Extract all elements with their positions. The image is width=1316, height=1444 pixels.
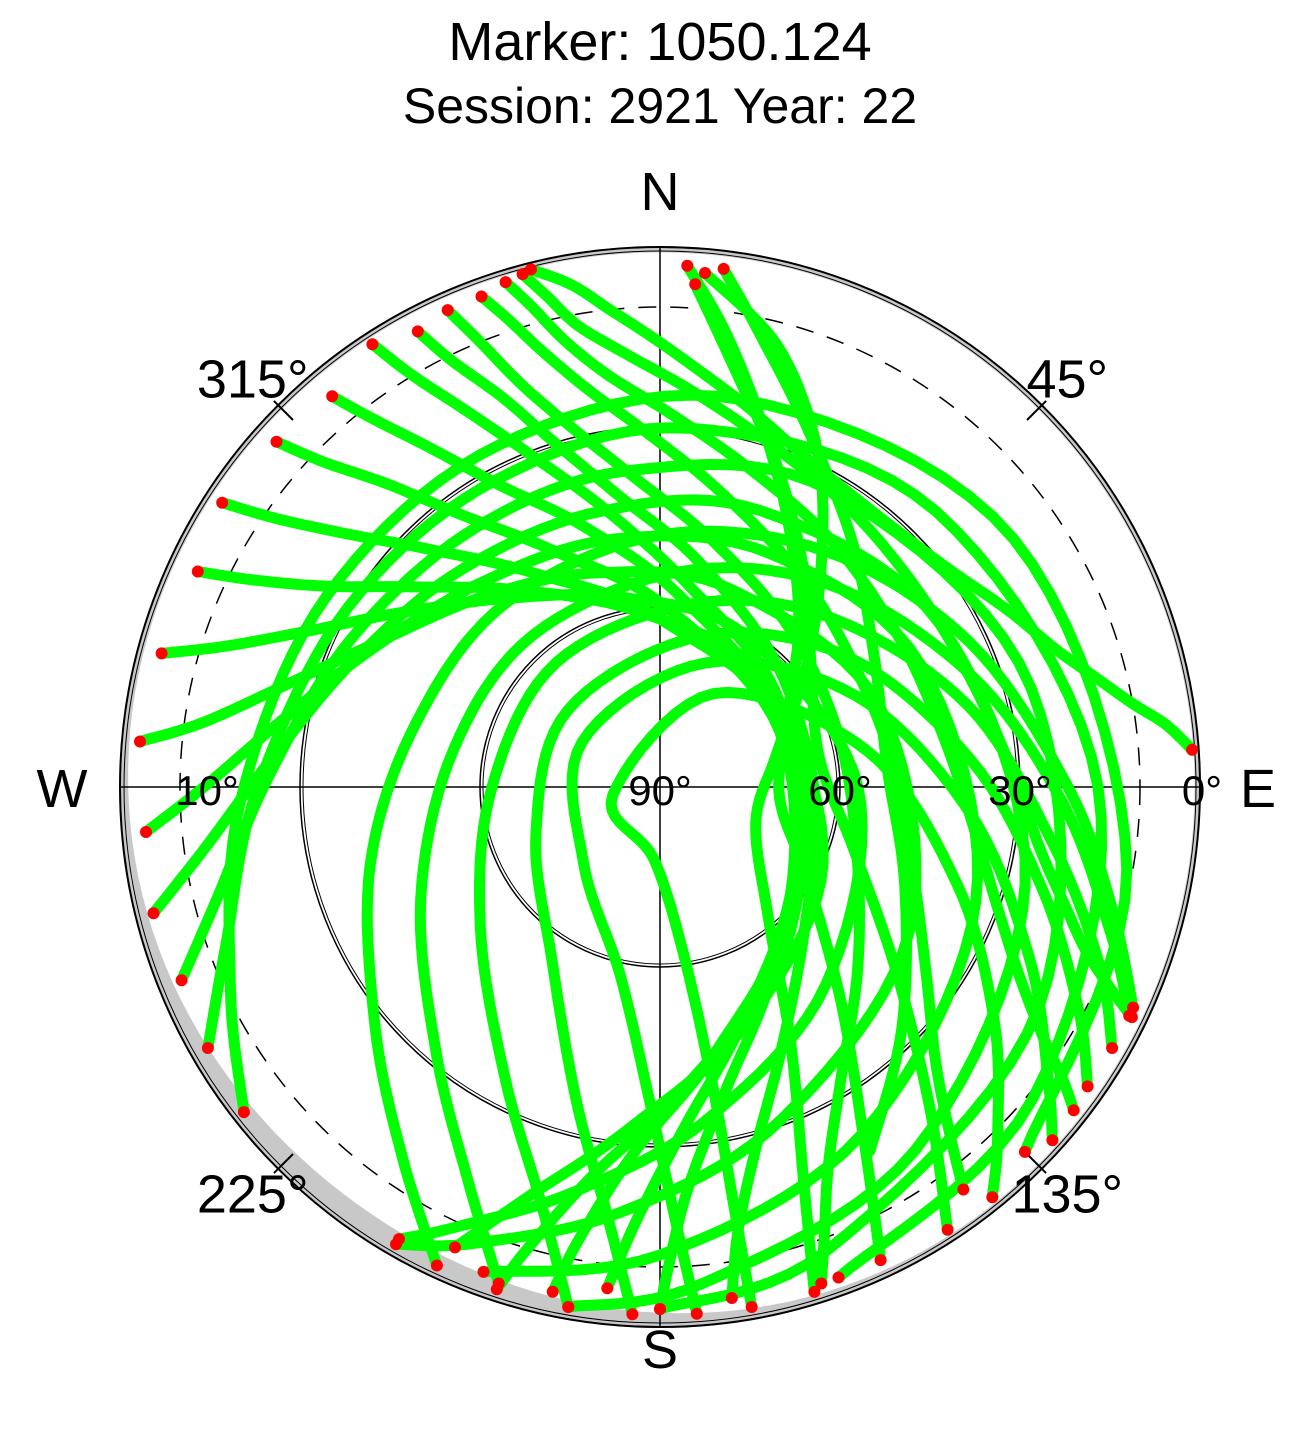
track-22 [530,627,1094,1320]
track-22-start-marker [626,1308,639,1321]
track-23-end-marker [1046,1134,1059,1147]
track-17 [202,422,1107,1283]
track-25-end-marker [699,267,711,279]
track-5-start-marker [441,304,454,317]
track-9-start-marker [270,435,283,448]
azimuth-label-45: 45° [1026,350,1108,410]
track-4 [476,291,969,1195]
azimuth-label-315: 315° [197,350,309,410]
track-2-start-marker [516,268,529,281]
track-24 [605,686,1005,1313]
elevation-label-10: 10° [175,767,239,814]
track-13-start-marker [134,735,146,748]
track-18-end-marker [1018,1145,1031,1158]
track-3-end-marker [1067,1104,1080,1117]
track-12-start-marker [155,647,168,660]
track-11 [192,566,829,1253]
track-5-end-marker [815,1277,828,1290]
track-7-start-marker [366,338,379,351]
cardinal-east: E [1240,759,1276,819]
elevation-label-90: 90° [628,767,692,814]
track-23-start-marker [690,1307,703,1320]
track-10-start-marker [216,496,229,509]
azimuth-tick-315 [273,400,294,421]
track-14-start-marker [140,826,152,838]
track-4-start-marker [475,290,488,303]
elevation-label-0: 0° [1182,767,1222,814]
track-15-start-marker [147,907,160,920]
azimuth-tick-45 [1026,400,1047,421]
track-25-start-marker [808,1285,821,1298]
track-8-start-marker [326,390,339,403]
track-23 [566,655,1058,1320]
track-21-end-marker [1106,1042,1119,1054]
axis-labels: N S W E 45° 135° 225° 315° 0° 30° 60° 90° 10° [37,162,1277,1380]
track-8-end-marker [601,1282,614,1295]
track-26-start-marker [874,1254,887,1267]
track-22-end-marker [1081,1080,1094,1093]
track-19-start-marker [430,1259,443,1272]
azimuth-tick-225 [273,1153,294,1174]
track-17-end-marker [832,1271,845,1284]
azimuth-label-225: 225° [197,1164,309,1224]
track-27 [689,278,954,1236]
track-4-end-marker [957,1183,970,1196]
track-26-end-marker [681,259,694,272]
track-18-start-marker [237,1106,250,1119]
track-18 [223,389,1133,1158]
azimuth-label-135: 135° [1011,1164,1123,1224]
elevation-label-60: 60° [808,767,872,814]
track-17-start-marker [201,1042,214,1054]
chart-title: Marker: 1050.124 [448,12,871,72]
track-27-start-marker [941,1223,954,1236]
track-24-start-marker [745,1301,758,1313]
track-3-start-marker [499,276,512,289]
track-9-end-marker [546,1285,559,1298]
azimuth-tick-135 [1026,1153,1047,1174]
track-27-end-marker [689,278,702,291]
track-11-start-marker [191,565,204,578]
track-20 [414,562,1135,1289]
cardinal-west: W [37,759,88,819]
track-1-end-marker [1186,743,1199,756]
track-14-end-marker [477,1265,490,1278]
cardinal-south: S [642,1320,678,1380]
track-21 [474,594,1118,1313]
track-6-end-marker [725,1292,738,1304]
track-19 [361,525,1139,1271]
track-20-start-marker [492,1277,505,1290]
track-28 [718,263,912,1157]
track-16-end-marker [654,1303,666,1315]
track-6-start-marker [411,325,424,338]
track-20-end-marker [1123,1009,1136,1022]
chart-subtitle: Session: 2921 Year: 22 [403,78,917,134]
track-13-end-marker [390,1238,402,1251]
cardinal-north: N [641,162,680,222]
track-28-end-marker [717,262,730,275]
elevation-label-30: 30° [988,767,1052,814]
satellite-tracks [134,259,1199,1321]
track-24-end-marker [986,1191,999,1204]
track-16-start-marker [175,974,188,987]
track-11-end-marker [449,1241,461,1254]
track-21-start-marker [562,1301,575,1313]
